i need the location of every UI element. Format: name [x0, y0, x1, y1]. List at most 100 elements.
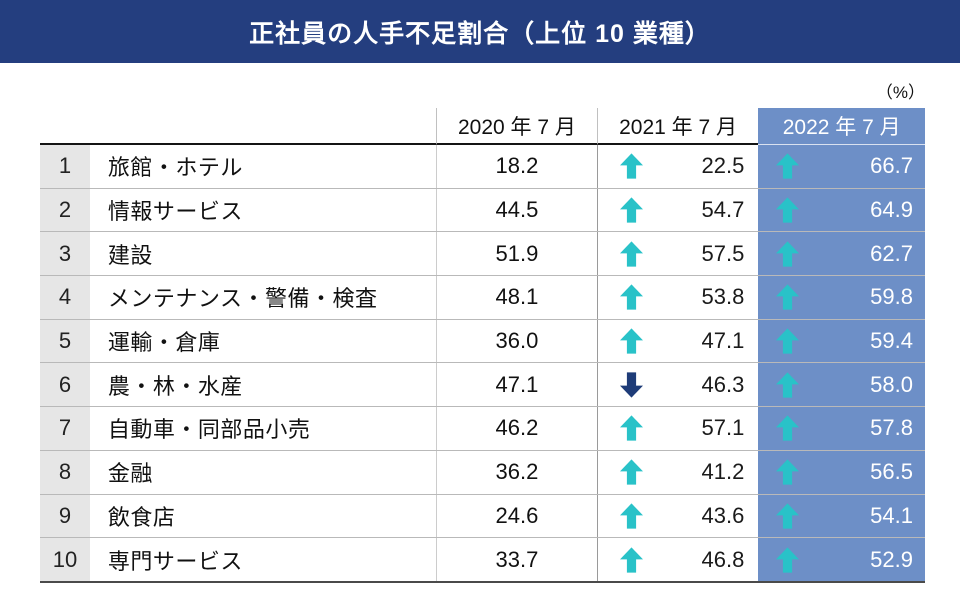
industry-name: 自動車・同部品小売 — [90, 407, 438, 450]
value-2020: 24.6 — [495, 502, 539, 528]
value-2021-cell: 57.1 — [596, 407, 759, 450]
value-2021: 46.3 — [701, 371, 745, 397]
trend-arrow-icon — [619, 372, 643, 398]
trend-arrow-icon — [619, 197, 643, 223]
unit-label: （%） — [875, 83, 925, 102]
industry-name: 飲食店 — [90, 494, 438, 538]
value-2021-cell: 46.3 — [596, 363, 759, 407]
value-2022: 58.0 — [870, 371, 913, 397]
rank-cell: 10 — [40, 538, 90, 581]
header-spacer — [40, 108, 437, 145]
value-2020: 48.1 — [495, 284, 539, 310]
industry-name: 運輸・倉庫 — [90, 319, 438, 363]
value-2022-cell: 62.7 — [758, 232, 925, 276]
industry-name: 旅館・ホテル — [90, 145, 438, 188]
value-2022: 57.8 — [870, 415, 913, 441]
trend-arrow-icon — [776, 328, 800, 354]
value-2021: 22.5 — [701, 153, 745, 179]
value-2021-cell: 54.7 — [596, 188, 759, 232]
value-2021-cell: 22.5 — [596, 145, 759, 188]
value-2021: 43.6 — [701, 502, 745, 528]
value-2021: 46.8 — [701, 546, 745, 572]
rank-cell: 9 — [40, 494, 90, 538]
value-2022-cell: 52.9 — [758, 538, 925, 581]
value-2021-cell: 41.2 — [596, 450, 759, 494]
value-2022-cell: 58.0 — [758, 363, 925, 407]
trend-arrow-icon — [776, 153, 800, 179]
trend-arrow-icon — [619, 503, 643, 529]
value-2020: 18.2 — [495, 153, 539, 179]
value-2022: 62.7 — [870, 240, 913, 266]
rank-cell: 6 — [40, 363, 90, 407]
industry-name: 専門サービス — [90, 538, 438, 581]
rank-cell: 3 — [40, 232, 90, 276]
title-banner: 正社員の人手不足割合（上位 10 業種） — [0, 0, 960, 63]
table-row: 9 飲食店 24.6 43.6 54.1 — [40, 494, 925, 539]
value-2020: 47.1 — [495, 371, 539, 397]
value-2020: 36.2 — [495, 459, 539, 485]
trend-arrow-icon — [776, 241, 800, 267]
trend-arrow-icon — [776, 415, 800, 442]
value-2021: 57.1 — [701, 415, 745, 441]
column-header-2022: 2022 年 7 月 — [758, 108, 926, 145]
trend-arrow-icon — [619, 241, 643, 267]
value-2022-cell: 59.4 — [758, 319, 925, 363]
value-2020: 46.2 — [495, 415, 539, 441]
trend-arrow-icon — [776, 372, 800, 398]
value-2022-cell: 66.7 — [758, 145, 925, 188]
value-2020: 36.0 — [495, 328, 539, 354]
value-2021-cell: 47.1 — [596, 319, 759, 363]
trend-arrow-icon — [619, 459, 643, 485]
value-2022: 52.9 — [870, 546, 913, 572]
rank-cell: 5 — [40, 319, 90, 363]
value-2022: 56.5 — [870, 459, 913, 485]
rank-cell: 8 — [40, 450, 90, 494]
trend-arrow-icon — [619, 284, 643, 311]
industry-name: メンテナンス・警備・検査 — [90, 276, 438, 319]
industry-name: 金融 — [90, 450, 438, 494]
value-2021: 54.7 — [701, 197, 745, 223]
trend-arrow-icon — [619, 546, 643, 573]
value-2020: 44.5 — [495, 197, 539, 223]
value-2021-cell: 53.8 — [596, 276, 759, 319]
table-row: 7 自動車・同部品小売 46.2 57.1 57.8 — [40, 407, 925, 451]
value-2021: 53.8 — [701, 284, 745, 310]
value-2021-cell: 57.5 — [596, 232, 759, 276]
value-2021-cell: 43.6 — [596, 494, 759, 538]
value-2022-cell: 57.8 — [758, 407, 925, 450]
shortage-table: 2020 年 7 月 2021 年 7 月 2022 年 7 月 1 旅館・ホテ… — [40, 108, 926, 583]
rank-cell: 4 — [40, 276, 90, 319]
value-2022-cell: 64.9 — [758, 188, 925, 232]
value-2022-cell: 54.1 — [758, 494, 925, 538]
value-2020: 51.9 — [495, 240, 539, 266]
value-2022: 59.4 — [870, 328, 913, 354]
table-row: 4 メンテナンス・警備・検査 48.1 53.8 59.8 — [40, 276, 925, 320]
industry-name: 情報サービス — [90, 188, 438, 232]
table-row: 2 情報サービス 44.5 54.7 64.9 — [40, 188, 925, 233]
column-header-2020: 2020 年 7 月 — [436, 108, 597, 145]
trend-arrow-icon — [776, 503, 800, 529]
column-header-2021: 2021 年 7 月 — [596, 108, 759, 145]
industry-name: 建設 — [90, 232, 438, 276]
trend-arrow-icon — [619, 415, 643, 442]
value-2020: 33.7 — [495, 546, 539, 572]
value-2022: 66.7 — [870, 153, 913, 179]
value-2021-cell: 46.8 — [596, 538, 759, 581]
table-row: 8 金融 36.2 41.2 56.5 — [40, 450, 925, 495]
table-body: 1 旅館・ホテル 18.2 22.5 66.7 2 情報サービス 44.5 54… — [40, 145, 925, 581]
rank-cell: 2 — [40, 188, 90, 232]
table-row: 5 運輸・倉庫 36.0 47.1 59.4 — [40, 319, 925, 364]
industry-name: 農・林・水産 — [90, 363, 438, 407]
value-2022: 59.8 — [870, 284, 913, 310]
rank-cell: 1 — [40, 145, 90, 188]
value-2022: 64.9 — [870, 197, 913, 223]
table-row: 6 農・林・水産 47.1 46.3 58.0 — [40, 363, 925, 408]
table-row: 10 専門サービス 33.7 46.8 52.9 — [40, 538, 925, 581]
table-header-row: 2020 年 7 月 2021 年 7 月 2022 年 7 月 — [40, 108, 926, 145]
trend-arrow-icon — [776, 546, 800, 573]
trend-arrow-icon — [619, 153, 643, 179]
value-2022-cell: 59.8 — [758, 276, 925, 319]
value-2021: 47.1 — [701, 328, 745, 354]
table-row: 3 建設 51.9 57.5 62.7 — [40, 232, 925, 277]
